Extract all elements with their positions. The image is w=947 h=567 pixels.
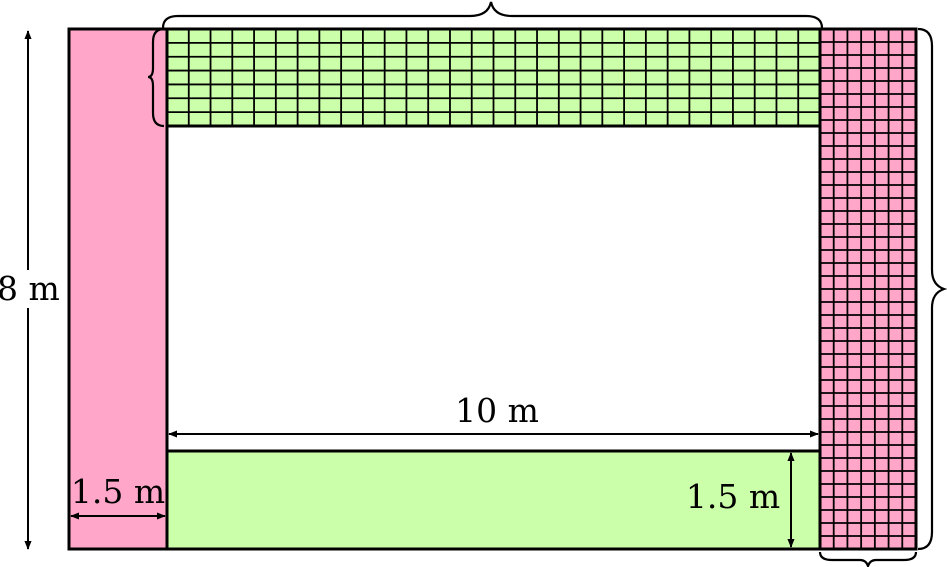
inner-lawn — [165, 124, 822, 453]
bottom-curly-brace — [818, 551, 918, 567]
left-pink-strip — [67, 27, 169, 551]
top-curly-brace — [161, 1, 824, 29]
top-green-grid — [167, 29, 820, 126]
left-strip-width-label: 1.5 m — [71, 472, 165, 511]
width-label: 10 m — [455, 391, 539, 430]
height-label: 8 m — [0, 269, 60, 308]
height-label-backdrop — [0, 270, 64, 308]
bottom-strip-height-label: 1.5 m — [686, 477, 780, 516]
right-pink-grid — [820, 29, 916, 549]
left-curly-brace — [147, 27, 165, 128]
right-curly-brace — [917, 27, 947, 551]
bottom-green-strip — [165, 449, 822, 551]
